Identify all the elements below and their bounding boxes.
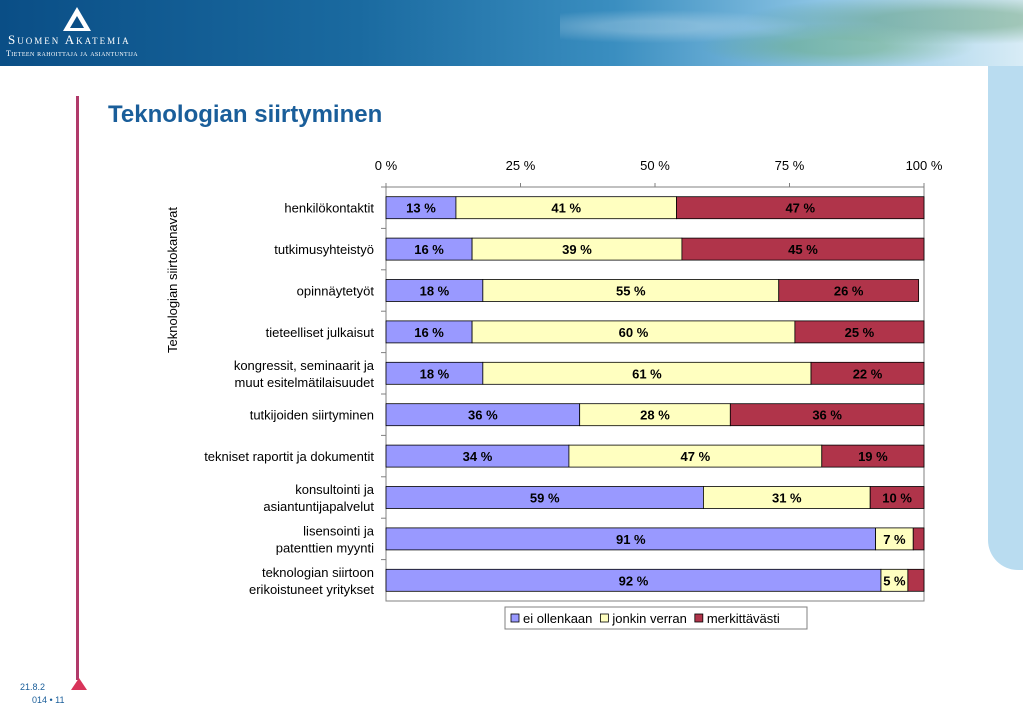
side-decoration-panel bbox=[988, 66, 1023, 570]
category-label: tieteelliset julkaisut bbox=[266, 325, 375, 340]
data-label: 55 % bbox=[616, 284, 646, 299]
data-label: 7 % bbox=[883, 532, 906, 547]
bar-segment bbox=[821, 444, 925, 468]
legend-label: merkittävästi bbox=[707, 611, 780, 626]
data-label: 36 % bbox=[468, 408, 498, 423]
data-label: 47 % bbox=[681, 449, 711, 464]
org-name: Suomen Akatemia bbox=[8, 32, 131, 47]
data-label: 16 % bbox=[414, 325, 444, 340]
header-banner: Suomen Akatemia Tieteen rahoittaja ja as… bbox=[0, 0, 1023, 66]
category-label: patenttien myynti bbox=[276, 540, 374, 555]
data-label: 28 % bbox=[640, 408, 670, 423]
y-axis-title: Teknologian siirtokanavat bbox=[165, 207, 180, 353]
bar-segment bbox=[810, 361, 925, 385]
data-label: 5 % bbox=[883, 573, 906, 588]
data-label: 22 % bbox=[853, 366, 883, 381]
banner-leaf-decoration bbox=[560, 0, 1023, 66]
data-label: 59 % bbox=[530, 491, 560, 506]
org-tagline: Tieteen rahoittaja ja asiantuntija bbox=[6, 49, 138, 58]
bar-segment bbox=[681, 237, 925, 261]
bar-segment bbox=[912, 527, 925, 551]
data-label: 18 % bbox=[420, 284, 450, 299]
data-label: 41 % bbox=[551, 201, 581, 216]
category-label: tutkimusyhteistyö bbox=[274, 242, 374, 257]
data-label: 92 % bbox=[619, 573, 649, 588]
bar-segment bbox=[676, 196, 925, 220]
data-label: 10 % bbox=[882, 491, 912, 506]
data-label: 91 % bbox=[616, 532, 646, 547]
x-tick-label: 25 % bbox=[506, 158, 536, 173]
data-label: 25 % bbox=[845, 325, 875, 340]
bar-segment bbox=[729, 403, 925, 427]
x-tick-label: 0 % bbox=[375, 158, 398, 173]
legend-label: ei ollenkaan bbox=[523, 611, 592, 626]
data-label: 60 % bbox=[619, 325, 649, 340]
data-label: 61 % bbox=[632, 366, 662, 381]
bar-segment bbox=[794, 320, 925, 344]
legend-swatch bbox=[510, 613, 520, 623]
data-label: 47 % bbox=[785, 201, 815, 216]
legend-label: jonkin verran bbox=[611, 611, 686, 626]
academy-logo-icon bbox=[63, 7, 91, 31]
slide-title: Teknologian siirtyminen bbox=[108, 101, 383, 128]
category-label: konsultointi ja bbox=[295, 482, 375, 497]
data-label: 13 % bbox=[406, 201, 436, 216]
category-label: asiantuntijapalvelut bbox=[263, 499, 374, 514]
data-label: 31 % bbox=[772, 491, 802, 506]
category-label: teknologian siirtoon bbox=[262, 565, 374, 580]
legend-swatch bbox=[694, 613, 704, 623]
data-label: 36 % bbox=[812, 408, 842, 423]
legend-box bbox=[504, 606, 808, 630]
left-accent-rule bbox=[76, 96, 79, 680]
category-label: kongressit, seminaarit ja bbox=[234, 358, 375, 373]
footer-triangle-icon bbox=[71, 678, 87, 690]
data-label: 16 % bbox=[414, 242, 444, 257]
x-tick-label: 75 % bbox=[775, 158, 805, 173]
footer-date-line2: 014 • 11 bbox=[32, 695, 65, 705]
bar-segment bbox=[907, 568, 925, 592]
data-label: 45 % bbox=[788, 242, 818, 257]
footer-date: 21.8.2 014 • 11 bbox=[20, 681, 65, 707]
data-label: 34 % bbox=[463, 449, 493, 464]
category-label: tutkijoiden siirtyminen bbox=[250, 408, 374, 423]
category-label: muut esitelmätilaisuudet bbox=[235, 375, 375, 390]
data-label: 39 % bbox=[562, 242, 592, 257]
category-label: tekniset raportit ja dokumentit bbox=[204, 449, 374, 464]
footer-date-line1: 21.8.2 bbox=[20, 682, 46, 692]
category-label: erikoistuneet yritykset bbox=[249, 582, 374, 597]
data-label: 18 % bbox=[420, 366, 450, 381]
data-label: 26 % bbox=[834, 284, 864, 299]
bar-segment bbox=[778, 279, 920, 302]
category-label: opinnäytetyöt bbox=[297, 284, 375, 299]
data-label: 19 % bbox=[858, 449, 888, 464]
category-label: lisensointi ja bbox=[303, 523, 375, 538]
x-tick-label: 100 % bbox=[906, 158, 943, 173]
category-label: henkilökontaktit bbox=[284, 201, 374, 216]
x-tick-label: 50 % bbox=[640, 158, 670, 173]
bar-segment bbox=[869, 486, 925, 509]
legend-swatch bbox=[599, 613, 609, 623]
